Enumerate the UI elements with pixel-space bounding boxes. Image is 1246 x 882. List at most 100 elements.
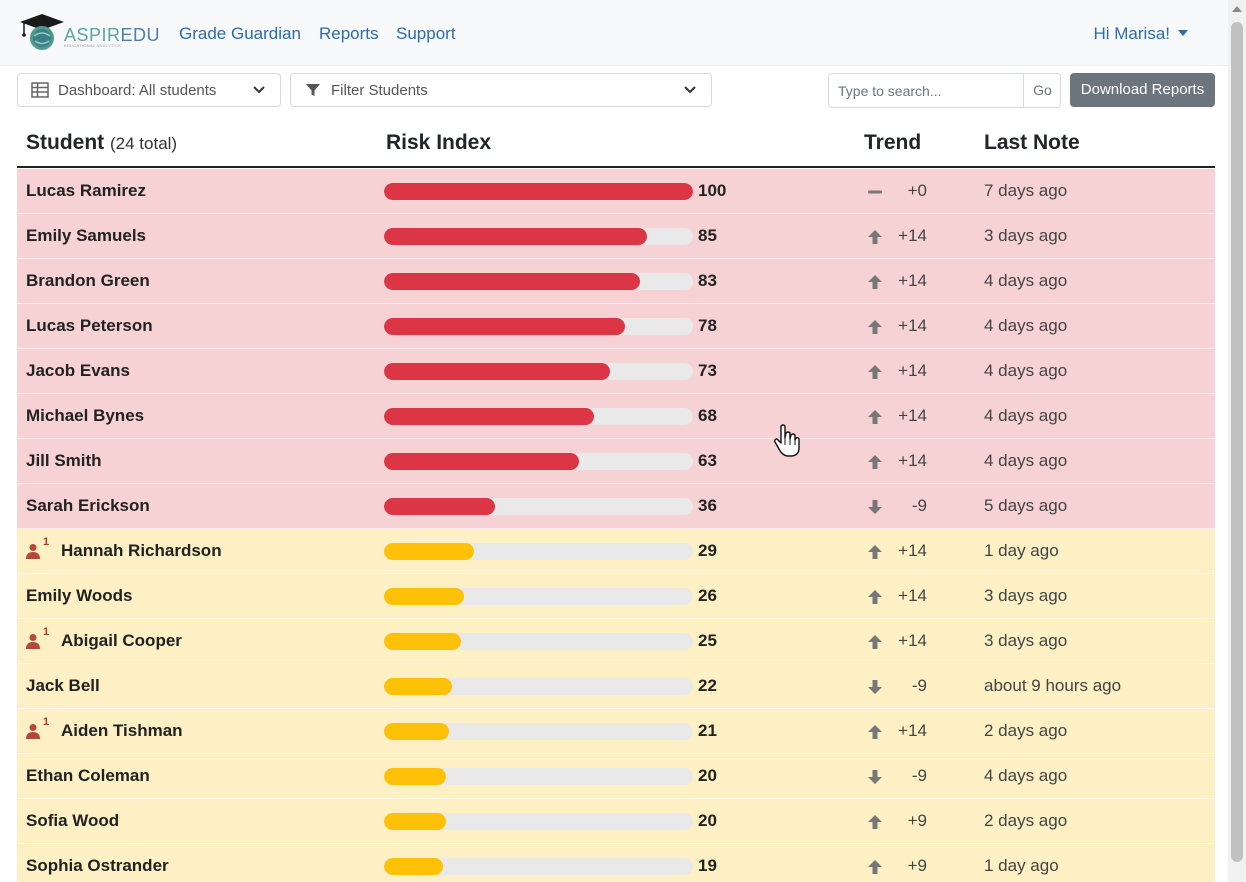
top-navbar: ASPIREDU EDUCATIONAL ANALYTICS Grade Gua… [0, 0, 1228, 66]
arrow-down-icon [868, 680, 882, 694]
table-row[interactable]: 1 Abigail Cooper 25 +14 3 days ago [17, 619, 1215, 664]
risk-bar [384, 633, 693, 650]
arrow-up-icon [868, 815, 882, 829]
hand-pointer-cursor-icon [774, 424, 800, 457]
student-name[interactable]: Lucas Ramirez [26, 181, 146, 200]
table-row[interactable]: Sarah Erickson 36 -9 5 days ago [17, 484, 1215, 529]
arrow-down-icon [868, 500, 882, 514]
scroll-up-arrow-icon[interactable] [1232, 6, 1242, 12]
trend-value: -9 [911, 676, 927, 695]
table-row[interactable]: 1 Hannah Richardson 29 +14 1 day ago [17, 529, 1215, 574]
column-header-student[interactable]: Student (24 total) [26, 131, 178, 154]
nav-link-support[interactable]: Support [396, 24, 456, 43]
risk-value: 20 [698, 766, 717, 785]
risk-bar [384, 543, 693, 560]
risk-value: 25 [698, 631, 717, 650]
risk-value: 26 [698, 586, 717, 605]
student-name[interactable]: Jack Bell [26, 676, 100, 695]
risk-bar-fill [384, 408, 594, 425]
risk-bar-fill [384, 498, 495, 515]
arrow-up-icon [868, 545, 882, 559]
vertical-scrollbar[interactable] [1228, 0, 1246, 882]
table-row[interactable]: Emily Woods 26 +14 3 days ago [17, 574, 1215, 619]
person-icon[interactable] [25, 723, 41, 739]
trend-value: +14 [898, 586, 927, 605]
arrow-up-icon [868, 455, 882, 469]
student-name[interactable]: Ethan Coleman [26, 766, 150, 785]
risk-bar-fill [384, 318, 625, 335]
risk-value: 29 [698, 541, 717, 560]
risk-bar-fill [384, 228, 647, 245]
filter-students-select[interactable]: Filter Students [290, 73, 712, 107]
chevron-down-icon [253, 86, 265, 94]
filter-select-label: Filter Students [331, 82, 428, 99]
column-header-last-note[interactable]: Last Note [984, 131, 1080, 154]
flag-count: 1 [43, 716, 50, 728]
person-icon[interactable] [25, 633, 41, 649]
student-name[interactable]: Jill Smith [26, 451, 102, 470]
risk-bar [384, 678, 693, 695]
chevron-down-icon [684, 86, 696, 94]
flag-count: 1 [43, 536, 50, 548]
student-name[interactable]: Emily Samuels [26, 226, 147, 245]
arrow-up-icon [868, 275, 882, 289]
table-row[interactable]: Ethan Coleman 20 -9 4 days ago [17, 754, 1215, 799]
risk-bar-fill [384, 768, 446, 785]
person-icon[interactable] [25, 543, 41, 559]
go-button[interactable]: Go [1023, 74, 1061, 107]
student-name[interactable]: Hannah Richardson [61, 541, 222, 560]
student-name[interactable]: Sofia Wood [26, 811, 120, 830]
search-input[interactable] [829, 74, 1023, 107]
student-name[interactable]: Brandon Green [26, 271, 150, 290]
last-note: 1 day ago [984, 541, 1059, 560]
last-note: 4 days ago [984, 271, 1068, 290]
last-note: 3 days ago [984, 631, 1068, 650]
risk-bar [384, 363, 693, 380]
arrow-up-icon [868, 320, 882, 334]
student-name[interactable]: Lucas Peterson [26, 316, 153, 335]
column-header-trend[interactable]: Trend [864, 131, 922, 154]
nav-link-reports[interactable]: Reports [319, 24, 379, 43]
student-name[interactable]: Sarah Erickson [26, 496, 150, 515]
trend-value: +14 [898, 541, 927, 560]
student-name[interactable]: Emily Woods [26, 586, 133, 605]
risk-bar-fill [384, 363, 610, 380]
user-menu[interactable]: Hi Marisa! [1093, 24, 1188, 44]
student-name[interactable]: Abigail Cooper [61, 631, 182, 650]
student-name[interactable]: Michael Bynes [26, 406, 145, 425]
risk-value: 63 [698, 451, 717, 470]
table-row[interactable]: 1 Aiden Tishman 21 +14 2 days ago [17, 709, 1215, 754]
table-row[interactable]: Lucas Peterson 78 +14 4 days ago [17, 304, 1215, 349]
table-row[interactable]: Lucas Ramirez 100 +0 7 days ago [17, 169, 1215, 214]
risk-value: 100 [698, 181, 727, 200]
trend-value: +14 [898, 451, 927, 470]
dashboard-select[interactable]: Dashboard: All students [17, 73, 281, 107]
student-name[interactable]: Jacob Evans [26, 361, 130, 380]
brand-logo[interactable]: ASPIREDU EDUCATIONAL ANALYTICS [18, 12, 160, 54]
risk-value: 36 [698, 496, 717, 515]
student-count: (24 total) [110, 134, 178, 153]
table-row[interactable]: Sofia Wood 20 +9 2 days ago [17, 799, 1215, 844]
risk-bar [384, 498, 693, 515]
table-row[interactable]: Michael Bynes 68 +14 4 days ago [17, 394, 1215, 439]
student-name[interactable]: Aiden Tishman [61, 721, 183, 740]
download-reports-button[interactable]: Download Reports [1070, 73, 1215, 107]
last-note: 4 days ago [984, 451, 1068, 470]
last-note: 3 days ago [984, 586, 1068, 605]
trend-value: +14 [898, 271, 927, 290]
table-row[interactable]: Jack Bell 22 -9 about 9 hours ago [17, 664, 1215, 709]
table-row[interactable]: Jacob Evans 73 +14 4 days ago [17, 349, 1215, 394]
table-row[interactable]: Jill Smith 63 +14 4 days ago [17, 439, 1215, 484]
risk-value: 20 [698, 811, 717, 830]
table-row[interactable]: Brandon Green 83 +14 4 days ago [17, 259, 1215, 304]
column-header-risk-index[interactable]: Risk Index [386, 131, 492, 154]
risk-value: 21 [698, 721, 717, 740]
table-row[interactable]: Emily Samuels 85 +14 3 days ago [17, 214, 1215, 259]
nav-link-grade-guardian[interactable]: Grade Guardian [179, 24, 301, 43]
student-name[interactable]: Sophia Ostrander [26, 856, 169, 875]
table-row[interactable]: Sophia Ostrander 19 +9 1 day ago [17, 844, 1215, 882]
arrow-down-icon [868, 770, 882, 784]
trend-value: +0 [907, 181, 927, 200]
scrollbar-thumb[interactable] [1231, 22, 1243, 862]
arrow-up-icon [868, 590, 882, 604]
